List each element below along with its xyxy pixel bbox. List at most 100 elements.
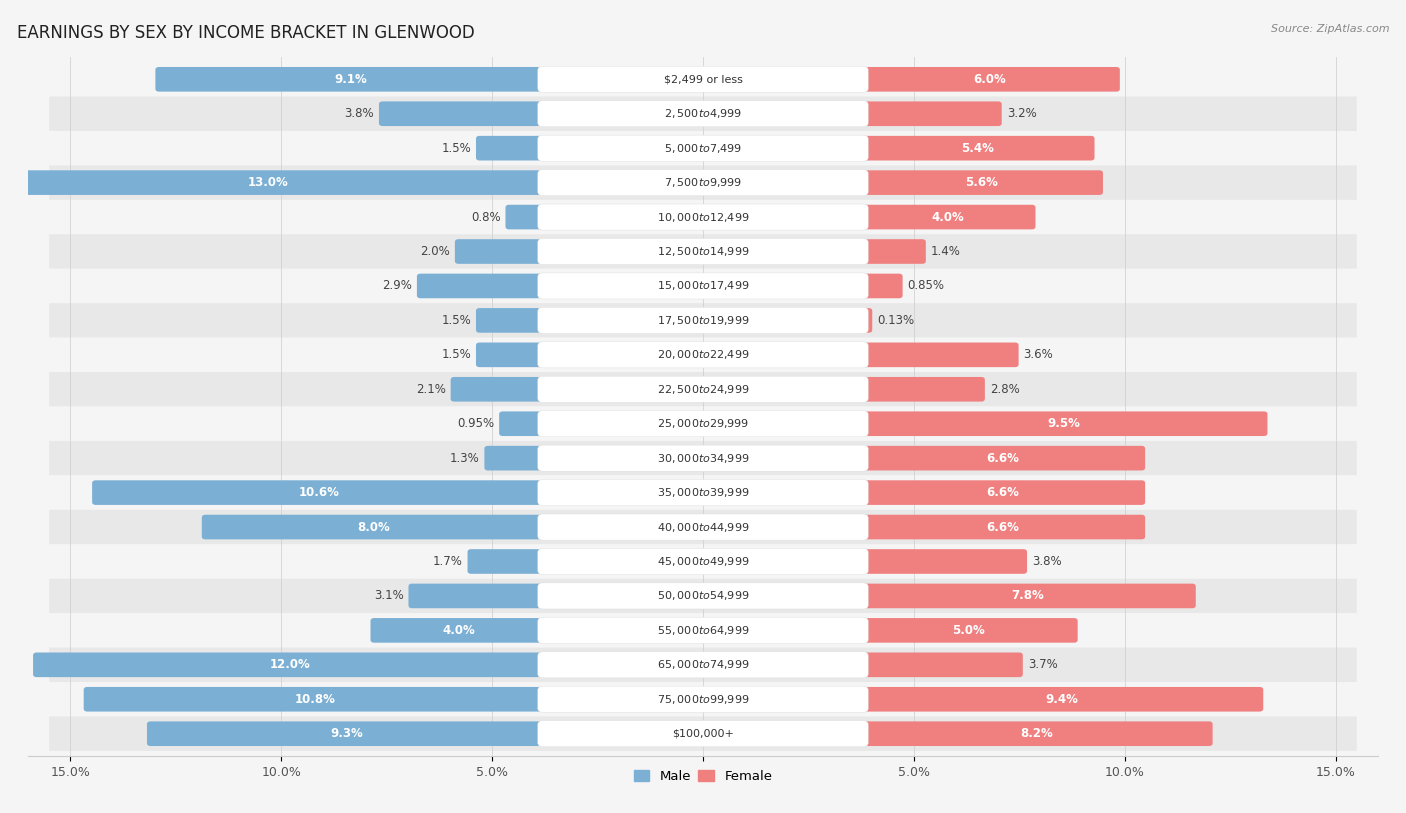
Text: 4.0%: 4.0% — [931, 211, 965, 224]
FancyBboxPatch shape — [34, 653, 546, 677]
FancyBboxPatch shape — [537, 411, 869, 437]
Text: 3.6%: 3.6% — [1024, 348, 1053, 361]
Text: 9.1%: 9.1% — [335, 73, 367, 86]
Text: $22,500 to $24,999: $22,500 to $24,999 — [657, 383, 749, 396]
FancyBboxPatch shape — [537, 514, 869, 540]
Text: 2.0%: 2.0% — [420, 245, 450, 258]
FancyBboxPatch shape — [537, 549, 869, 575]
FancyBboxPatch shape — [860, 205, 1035, 229]
FancyBboxPatch shape — [537, 583, 869, 609]
Text: $10,000 to $12,499: $10,000 to $12,499 — [657, 211, 749, 224]
Text: 6.0%: 6.0% — [973, 73, 1007, 86]
FancyBboxPatch shape — [537, 101, 869, 127]
FancyBboxPatch shape — [49, 476, 1357, 510]
Text: 0.85%: 0.85% — [908, 280, 945, 293]
Text: $12,500 to $14,999: $12,500 to $14,999 — [657, 245, 749, 258]
FancyBboxPatch shape — [537, 204, 869, 230]
Text: 4.0%: 4.0% — [441, 624, 475, 637]
Text: $30,000 to $34,999: $30,000 to $34,999 — [657, 452, 749, 465]
FancyBboxPatch shape — [380, 102, 546, 126]
Text: $5,000 to $7,499: $5,000 to $7,499 — [664, 141, 742, 154]
FancyBboxPatch shape — [537, 66, 869, 93]
Text: 6.6%: 6.6% — [986, 452, 1019, 465]
FancyBboxPatch shape — [49, 165, 1357, 200]
Text: EARNINGS BY SEX BY INCOME BRACKET IN GLENWOOD: EARNINGS BY SEX BY INCOME BRACKET IN GLE… — [17, 24, 475, 42]
FancyBboxPatch shape — [451, 377, 546, 402]
FancyBboxPatch shape — [860, 274, 903, 298]
Text: Source: ZipAtlas.com: Source: ZipAtlas.com — [1271, 24, 1389, 34]
Text: $2,499 or less: $2,499 or less — [664, 74, 742, 85]
FancyBboxPatch shape — [499, 411, 546, 436]
FancyBboxPatch shape — [84, 687, 546, 711]
FancyBboxPatch shape — [49, 303, 1357, 337]
Text: 3.1%: 3.1% — [374, 589, 404, 602]
Text: 8.0%: 8.0% — [357, 520, 391, 533]
FancyBboxPatch shape — [49, 337, 1357, 372]
FancyBboxPatch shape — [49, 613, 1357, 648]
Text: 0.13%: 0.13% — [877, 314, 914, 327]
Text: 5.4%: 5.4% — [960, 141, 994, 154]
Text: $35,000 to $39,999: $35,000 to $39,999 — [657, 486, 749, 499]
Text: 3.2%: 3.2% — [1007, 107, 1036, 120]
FancyBboxPatch shape — [49, 544, 1357, 579]
Text: 3.8%: 3.8% — [344, 107, 374, 120]
Text: $17,500 to $19,999: $17,500 to $19,999 — [657, 314, 749, 327]
FancyBboxPatch shape — [49, 579, 1357, 613]
Text: 3.8%: 3.8% — [1032, 555, 1062, 568]
Legend: Male, Female: Male, Female — [628, 764, 778, 788]
FancyBboxPatch shape — [49, 234, 1357, 269]
FancyBboxPatch shape — [477, 136, 546, 160]
FancyBboxPatch shape — [537, 720, 869, 747]
FancyBboxPatch shape — [537, 480, 869, 506]
FancyBboxPatch shape — [49, 682, 1357, 716]
FancyBboxPatch shape — [49, 406, 1357, 441]
FancyBboxPatch shape — [537, 307, 869, 333]
FancyBboxPatch shape — [49, 62, 1357, 97]
FancyBboxPatch shape — [860, 308, 872, 333]
FancyBboxPatch shape — [485, 446, 546, 471]
FancyBboxPatch shape — [49, 510, 1357, 544]
FancyBboxPatch shape — [860, 239, 925, 264]
Text: 7.8%: 7.8% — [1011, 589, 1045, 602]
Text: 9.3%: 9.3% — [330, 727, 363, 740]
Text: 6.6%: 6.6% — [986, 486, 1019, 499]
FancyBboxPatch shape — [537, 341, 869, 368]
FancyBboxPatch shape — [860, 618, 1077, 643]
Text: 12.0%: 12.0% — [270, 659, 309, 672]
FancyBboxPatch shape — [860, 411, 1267, 436]
Text: 1.5%: 1.5% — [441, 348, 471, 361]
FancyBboxPatch shape — [49, 131, 1357, 165]
FancyBboxPatch shape — [860, 480, 1144, 505]
FancyBboxPatch shape — [860, 67, 1119, 92]
FancyBboxPatch shape — [371, 618, 546, 643]
Text: $55,000 to $64,999: $55,000 to $64,999 — [657, 624, 749, 637]
Text: $7,500 to $9,999: $7,500 to $9,999 — [664, 176, 742, 189]
Text: $65,000 to $74,999: $65,000 to $74,999 — [657, 659, 749, 672]
Text: 5.0%: 5.0% — [952, 624, 986, 637]
Text: 2.9%: 2.9% — [382, 280, 412, 293]
FancyBboxPatch shape — [860, 102, 1001, 126]
Text: 1.5%: 1.5% — [441, 141, 471, 154]
FancyBboxPatch shape — [148, 721, 546, 746]
Text: 8.2%: 8.2% — [1019, 727, 1053, 740]
FancyBboxPatch shape — [537, 135, 869, 161]
Text: $100,000+: $100,000+ — [672, 728, 734, 739]
FancyBboxPatch shape — [860, 377, 984, 402]
FancyBboxPatch shape — [860, 342, 1018, 367]
FancyBboxPatch shape — [537, 617, 869, 643]
FancyBboxPatch shape — [537, 376, 869, 402]
FancyBboxPatch shape — [156, 67, 546, 92]
FancyBboxPatch shape — [202, 515, 546, 539]
FancyBboxPatch shape — [860, 136, 1094, 160]
Text: 2.1%: 2.1% — [416, 383, 446, 396]
Text: 6.6%: 6.6% — [986, 520, 1019, 533]
FancyBboxPatch shape — [537, 445, 869, 472]
FancyBboxPatch shape — [93, 480, 546, 505]
Text: 1.7%: 1.7% — [433, 555, 463, 568]
FancyBboxPatch shape — [537, 652, 869, 678]
Text: 9.4%: 9.4% — [1045, 693, 1078, 706]
FancyBboxPatch shape — [860, 721, 1212, 746]
Text: $2,500 to $4,999: $2,500 to $4,999 — [664, 107, 742, 120]
FancyBboxPatch shape — [860, 515, 1144, 539]
FancyBboxPatch shape — [477, 308, 546, 333]
